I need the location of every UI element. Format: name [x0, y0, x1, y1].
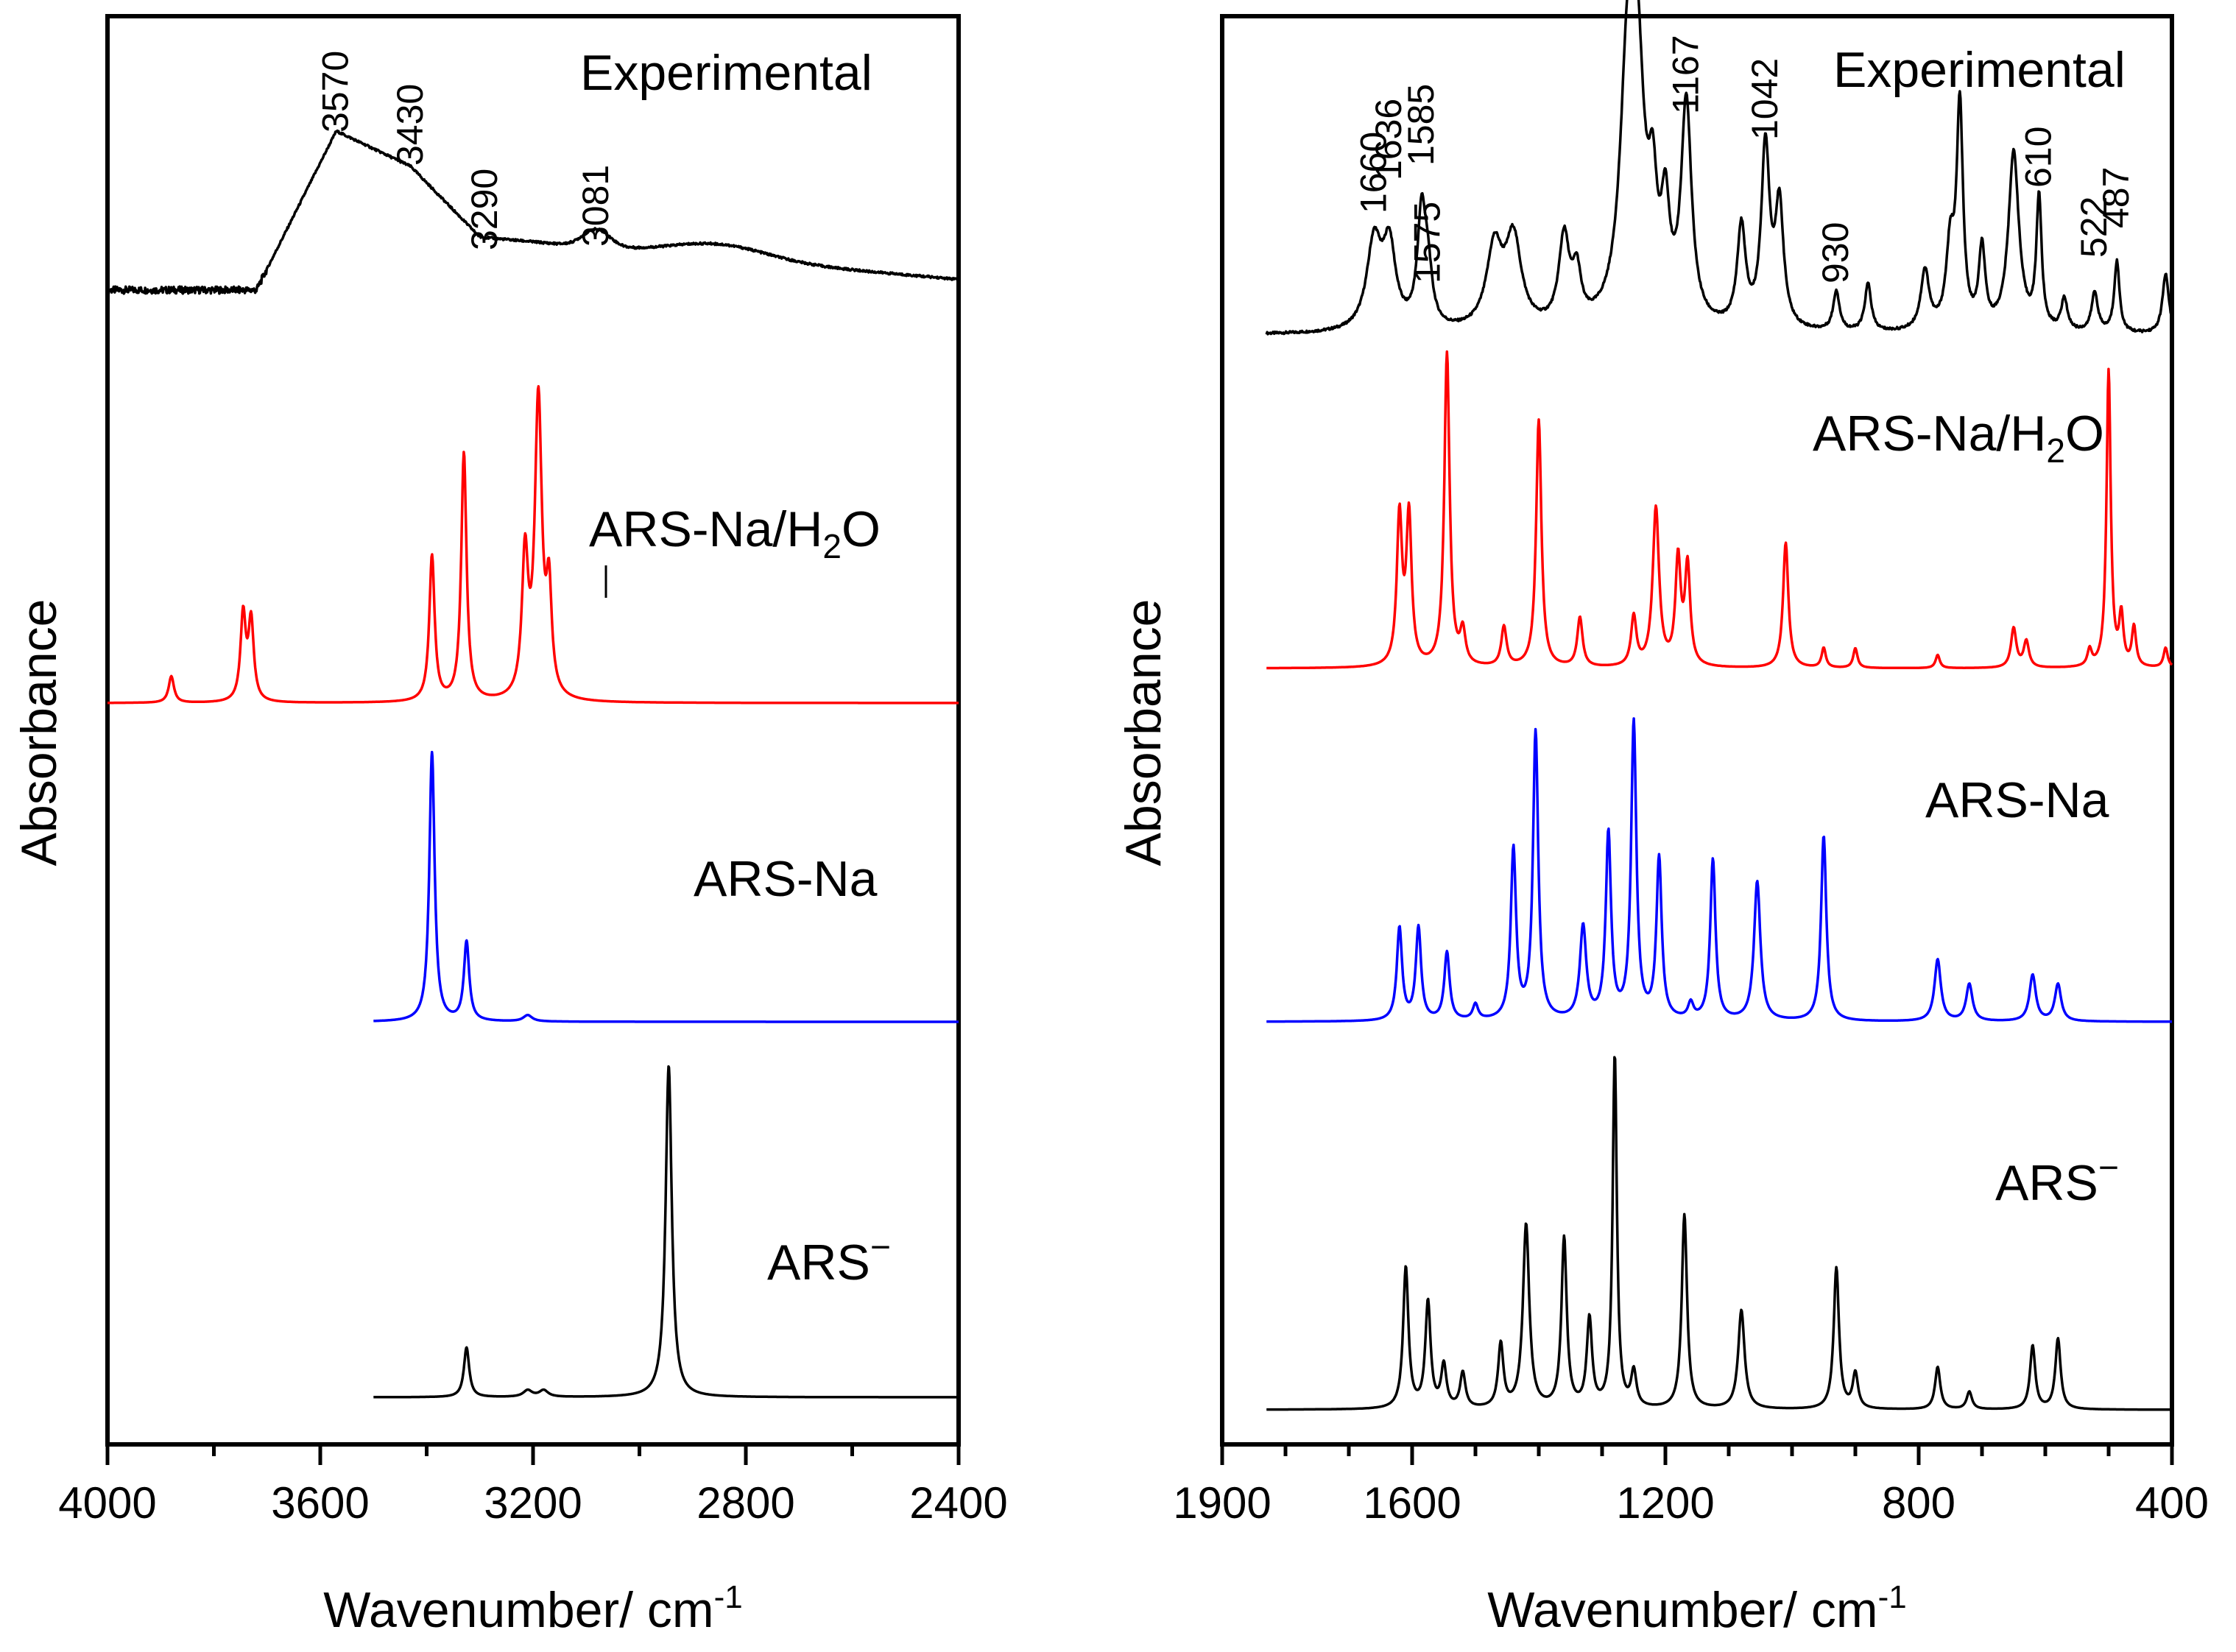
left-spectrum-1	[107, 385, 959, 705]
right-series-label-tail-1: O	[2065, 406, 2104, 462]
right-peak-label: 930	[1815, 222, 1856, 283]
left-tick-label: 4000	[58, 1478, 156, 1528]
left-peak-label: 3570	[315, 51, 356, 133]
left-x-axis-title: Wavenumber/ cm-1	[323, 1579, 742, 1638]
right-peak-label: 1585	[1400, 84, 1442, 166]
left-series-label-main-1: ARS-Na/H	[589, 501, 822, 557]
left-series-label-sup-3: −	[870, 1228, 891, 1267]
right-x-axis-title-main: Wavenumber/ cm	[1487, 1582, 1877, 1638]
left-series-label-2: ARS-Na	[694, 851, 878, 907]
right-series-label-3: ARS−	[1995, 1148, 2119, 1211]
left-peak-label: 3430	[389, 84, 431, 166]
left-peak-label: 3081	[575, 165, 616, 247]
left-series-label-tail-1: O	[842, 501, 881, 557]
right-peak-label: 1636	[1368, 99, 1409, 180]
left-series-label-main-3: ARS	[767, 1235, 870, 1291]
left-series-label-1: ARS-Na/H2O	[589, 501, 881, 565]
right-spectrum-1	[1266, 350, 2173, 670]
right-series-label-1: ARS-Na/H2O	[1813, 406, 2104, 470]
left-spectrum-2	[373, 750, 960, 1023]
right-spectrum-3	[1266, 1056, 2173, 1411]
left-x-ticks: 4000 3600 3200 2800 2400	[58, 1444, 1008, 1528]
right-series-label-sub-1: 2	[2046, 431, 2065, 470]
right-tick-label: 400	[2135, 1478, 2209, 1528]
right-series-label-main-0: Experimental	[1833, 42, 2126, 98]
right-peak-label: 522	[2073, 197, 2115, 258]
right-x-axis-title: Wavenumber/ cm-1	[1487, 1579, 1906, 1638]
left-spectrum-0	[106, 129, 960, 295]
right-peak-label: 1575	[1407, 202, 1448, 283]
right-series-label-sup-3: −	[2098, 1148, 2119, 1187]
left-tick-label: 2800	[696, 1478, 794, 1528]
right-tick-label: 1200	[1616, 1478, 1714, 1528]
right-peak-label: 1042	[1744, 58, 1785, 140]
left-series-label-sub-1: 2	[822, 527, 842, 565]
right-peak-label: 1660	[1352, 132, 1394, 213]
right-tick-label: 1600	[1363, 1478, 1461, 1528]
left-tick-label: 2400	[909, 1478, 1007, 1528]
right-tick-label: 1900	[1173, 1478, 1271, 1528]
right-series-label-2: ARS-Na	[1925, 772, 2109, 828]
left-series-label-main-0: Experimental	[580, 45, 872, 101]
left-x-axis-title-sup: -1	[714, 1579, 743, 1615]
right-panel: 1900 1600 1200 800 400 Experimental166016361…	[1115, 0, 2209, 1638]
right-x-axis-title-sup: -1	[1878, 1579, 1907, 1615]
left-series-label-3: ARS−	[767, 1228, 891, 1291]
right-peak-label: 610	[2017, 127, 2059, 188]
left-peak-label: 3290	[464, 169, 505, 250]
right-peak-label: 1167	[1665, 35, 1706, 114]
left-series-label-0: Experimental	[580, 45, 872, 101]
left-panel: 4000 3600 3200 2800 2400 Experimental 3570 343…	[11, 14, 1008, 1638]
left-series-label-main-2: ARS-Na	[694, 851, 878, 907]
right-x-ticks: 1900 1600 1200 800 400	[1173, 1444, 2209, 1528]
left-x-axis-title-main: Wavenumber/ cm	[323, 1582, 713, 1638]
left-plot-frame	[105, 14, 961, 1447]
right-series-label-0: Experimental	[1833, 42, 2126, 98]
right-peak-label: 487	[2095, 167, 2137, 228]
right-tick-label: 800	[1882, 1478, 1955, 1528]
left-tick-label: 3600	[271, 1478, 369, 1528]
right-series-label-main-3: ARS	[1995, 1155, 2098, 1211]
right-series-label-main-2: ARS-Na	[1925, 772, 2109, 828]
right-spectrum-2	[1266, 717, 2173, 1023]
right-plot-frame	[1220, 14, 2174, 1447]
right-y-axis-title: Absorbance	[1115, 599, 1171, 866]
left-tick-label: 3200	[484, 1478, 582, 1528]
right-spectrum-0	[1265, 0, 2173, 336]
right-series-label-main-1: ARS-Na/H	[1813, 406, 2046, 462]
left-spectrum-3	[373, 1065, 960, 1399]
left-y-axis-title: Absorbance	[11, 599, 67, 866]
